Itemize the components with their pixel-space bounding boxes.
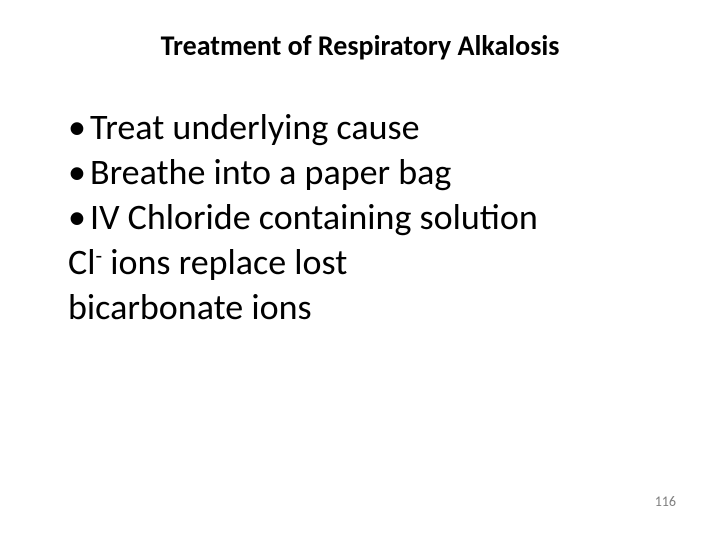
cl-superscript: - xyxy=(95,242,102,269)
page-number: 116 xyxy=(655,493,676,510)
sub-line-1: Cl- ions replace lost xyxy=(48,240,672,285)
slide-container: Treatment of Respiratory Alkalosis Treat… xyxy=(0,0,720,540)
bullet-item-1: Treat underlying cause xyxy=(68,105,672,150)
bullet-item-2: Breathe into a paper bag xyxy=(68,150,672,195)
bullet-item-3: IV Chloride containing solution xyxy=(68,195,672,240)
subline1-rest: ions replace lost xyxy=(102,240,347,284)
sub-line-2: bicarbonate ions xyxy=(48,285,672,330)
slide-title: Treatment of Respiratory Alkalosis xyxy=(78,28,642,63)
cl-text: Cl xyxy=(68,240,95,284)
bullet-list: Treat underlying cause Breathe into a pa… xyxy=(48,105,672,240)
